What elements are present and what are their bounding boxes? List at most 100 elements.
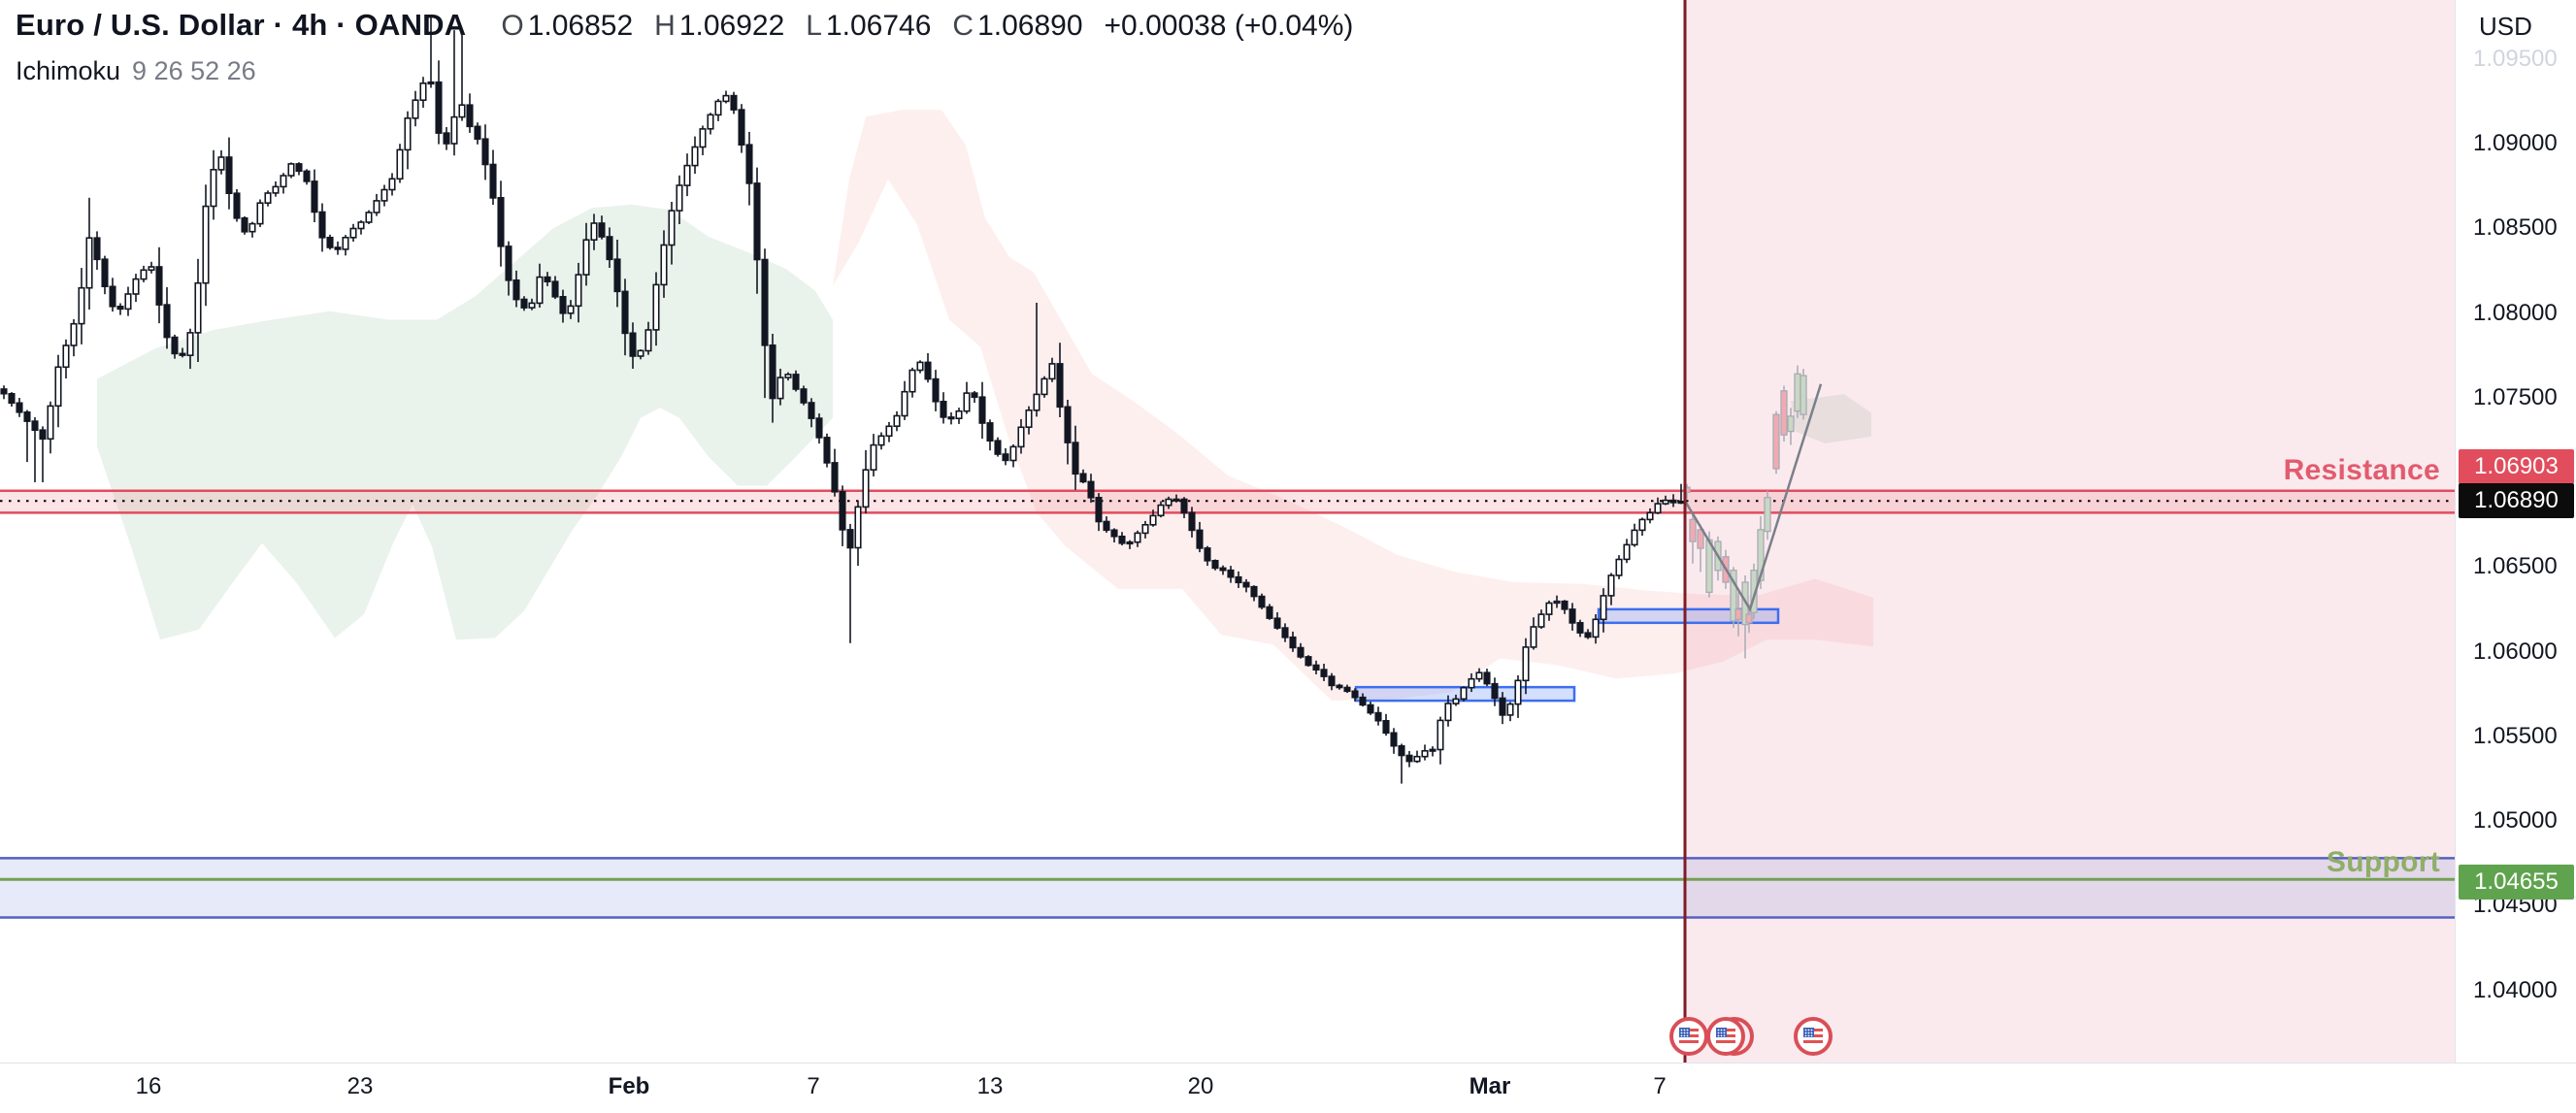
projected-candle xyxy=(1787,415,1795,433)
candle-down xyxy=(823,437,831,464)
candle-up xyxy=(582,239,590,276)
candle-down xyxy=(481,138,489,166)
candle-up xyxy=(676,184,683,212)
resistance-zone-label: Resistance xyxy=(2283,454,2440,486)
candle-down xyxy=(179,352,186,356)
price-axis[interactable]: USD 1.06903 1.06890 1.04655 1.09500 1.090… xyxy=(2455,0,2576,1063)
us-flag-event-icon[interactable] xyxy=(1704,1015,1757,1063)
ichimoku-bullish-cloud xyxy=(97,204,833,640)
candle-down xyxy=(947,416,955,420)
candle-down xyxy=(808,402,815,419)
candle-up xyxy=(47,405,54,441)
candle-up xyxy=(1615,558,1623,576)
candle-down xyxy=(93,237,101,261)
candle-down xyxy=(8,392,16,405)
candle-up xyxy=(1623,543,1631,561)
time-axis-label: 23 xyxy=(347,1073,374,1099)
candle-down xyxy=(815,417,823,439)
candle-down xyxy=(1227,569,1235,578)
candle-up xyxy=(1040,377,1048,396)
candle-down xyxy=(1499,697,1506,716)
candle-up xyxy=(380,188,388,202)
indicator-legend[interactable]: Ichimoku 9 26 52 26 xyxy=(16,56,1353,86)
candle-up xyxy=(1530,626,1537,648)
projected-candle xyxy=(1772,413,1780,470)
candle-down xyxy=(1390,732,1398,747)
indicator-params: 9 26 52 26 xyxy=(132,56,256,85)
candle-down xyxy=(1569,608,1576,624)
projected-candle xyxy=(1734,608,1742,621)
candle-down xyxy=(846,529,854,549)
currency-label: USD xyxy=(2479,12,2532,41)
candle-down xyxy=(1398,744,1405,757)
candle-down xyxy=(1219,567,1227,572)
candle-up xyxy=(365,212,373,223)
candle-down xyxy=(1561,600,1569,610)
candle-up xyxy=(901,390,908,417)
candle-up xyxy=(1421,749,1429,758)
candle-down xyxy=(1196,529,1204,549)
projected-candle xyxy=(1780,390,1788,436)
candle-up xyxy=(1677,500,1685,505)
candle-up xyxy=(668,210,676,246)
candle-up xyxy=(1514,679,1522,705)
time-axis-label: 7 xyxy=(807,1073,820,1099)
candle-down xyxy=(761,258,769,346)
price-axis-label: 1.06500 xyxy=(2473,553,2558,579)
candle-down xyxy=(1405,754,1413,763)
candle-up xyxy=(1437,719,1444,751)
candle-up xyxy=(287,163,295,177)
candle-up xyxy=(707,114,714,130)
candle-down xyxy=(932,377,940,403)
candle-down xyxy=(551,280,559,298)
candle-up xyxy=(1172,498,1180,502)
candle-up xyxy=(280,175,287,188)
projection-path-line[interactable] xyxy=(1683,383,1823,612)
time-axis-label: Mar xyxy=(1469,1073,1511,1099)
candle-up xyxy=(450,115,458,145)
candle-up xyxy=(644,329,652,352)
candle-up xyxy=(714,100,722,116)
candle-up xyxy=(699,128,707,148)
candle-down xyxy=(1118,535,1126,544)
candle-down xyxy=(940,400,947,418)
candle-down xyxy=(1056,363,1064,409)
candle-down xyxy=(1072,442,1079,475)
candle-down xyxy=(831,462,839,493)
resistance-zone[interactable] xyxy=(0,490,2455,513)
candle-down xyxy=(606,236,613,261)
indicator-name: Ichimoku xyxy=(16,56,121,85)
candle-down xyxy=(23,410,31,422)
candle-down xyxy=(1343,686,1351,693)
candle-down xyxy=(16,402,23,413)
candle-down xyxy=(39,429,47,441)
us-flag-event-icon[interactable] xyxy=(1792,1015,1844,1063)
candle-up xyxy=(1460,686,1468,701)
high-value: 1.06922 xyxy=(678,10,785,42)
candle-down xyxy=(1087,480,1095,499)
candle-down xyxy=(559,295,567,314)
candle-down xyxy=(512,278,520,301)
support-zone[interactable] xyxy=(0,858,2455,918)
candle-up xyxy=(1638,518,1646,532)
ichimoku-bearish-cloud xyxy=(833,110,1873,702)
time-axis[interactable]: 16 23 Feb 7 13 20 Mar 7 xyxy=(0,1063,2576,1113)
support-zone-label: Support xyxy=(2326,846,2440,878)
candle-down xyxy=(1258,595,1266,608)
candle-down xyxy=(109,285,116,308)
candle-up xyxy=(194,281,202,334)
candle-up xyxy=(186,332,194,356)
candle-up xyxy=(256,202,264,225)
candle-down xyxy=(1669,499,1677,504)
projected-candle xyxy=(1794,373,1801,412)
candle-up xyxy=(1017,426,1025,448)
symbol-title[interactable]: Euro / U.S. Dollar · 4h · OANDA xyxy=(16,8,467,42)
projection-region xyxy=(1685,0,2455,1063)
candle-up xyxy=(1149,514,1157,526)
candle-down xyxy=(318,211,326,239)
candle-up xyxy=(877,435,885,446)
candle-down xyxy=(474,125,481,141)
candle-down xyxy=(505,246,512,281)
